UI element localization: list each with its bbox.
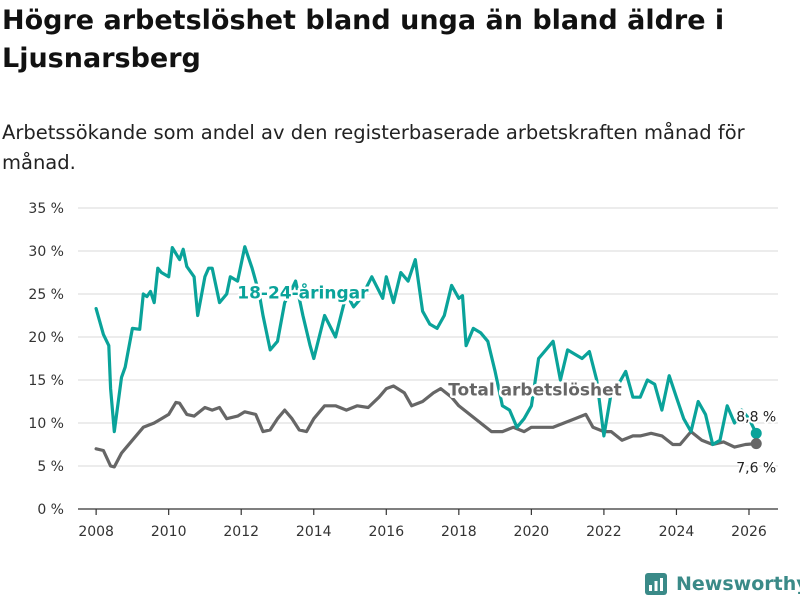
- series-line-youth: [94, 245, 758, 447]
- y-tick-label: 25 %: [28, 287, 64, 303]
- end-value-label: 8,8 %: [736, 409, 776, 425]
- series-endpoint-youth: [750, 427, 762, 439]
- x-tick-label: 2012: [223, 524, 259, 540]
- x-tick-label: 2008: [78, 524, 114, 540]
- series-label-halo: Total arbetslöshet: [448, 380, 622, 400]
- x-tick-label: 2024: [659, 524, 695, 540]
- newsworthy-logo-icon: [645, 573, 667, 595]
- x-tick-label: 2022: [586, 524, 622, 540]
- y-tick-label: 0 %: [37, 502, 64, 518]
- y-tick-label: 20 %: [28, 330, 64, 346]
- end-value-label-halo: 8,8 %: [736, 409, 776, 425]
- end-value-label: 7,6 %: [736, 461, 776, 477]
- y-tick-label: 30 %: [28, 244, 64, 260]
- y-tick-label: 35 %: [28, 201, 64, 217]
- x-tick-label: 2018: [441, 524, 477, 540]
- brand-name: Newsworthy: [676, 573, 800, 595]
- series-label: Total arbetslöshet: [448, 380, 622, 400]
- x-tick-label: 2014: [296, 524, 332, 540]
- series-label: 18-24-åringar: [237, 281, 369, 303]
- x-tick-label: 2010: [151, 524, 187, 540]
- chart-subtitle: Arbetssökande som andel av den registerb…: [2, 121, 745, 174]
- series-line-total: [94, 384, 758, 469]
- x-tick-label: 2016: [368, 524, 404, 540]
- x-tick-label: 2026: [731, 524, 767, 540]
- x-tick-label: 2020: [514, 524, 550, 540]
- brand-logo: Newsworthy: [644, 567, 800, 601]
- y-tick-label: 15 %: [28, 373, 64, 389]
- series-endpoint-total: [750, 438, 762, 450]
- chart-title: Högre arbetslöshet bland unga än bland ä…: [2, 5, 725, 74]
- y-tick-label: 5 %: [37, 459, 64, 475]
- series-label-halo: 18-24-åringar: [237, 281, 369, 303]
- end-value-label-halo: 7,6 %: [736, 461, 776, 477]
- y-tick-label: 10 %: [28, 416, 64, 432]
